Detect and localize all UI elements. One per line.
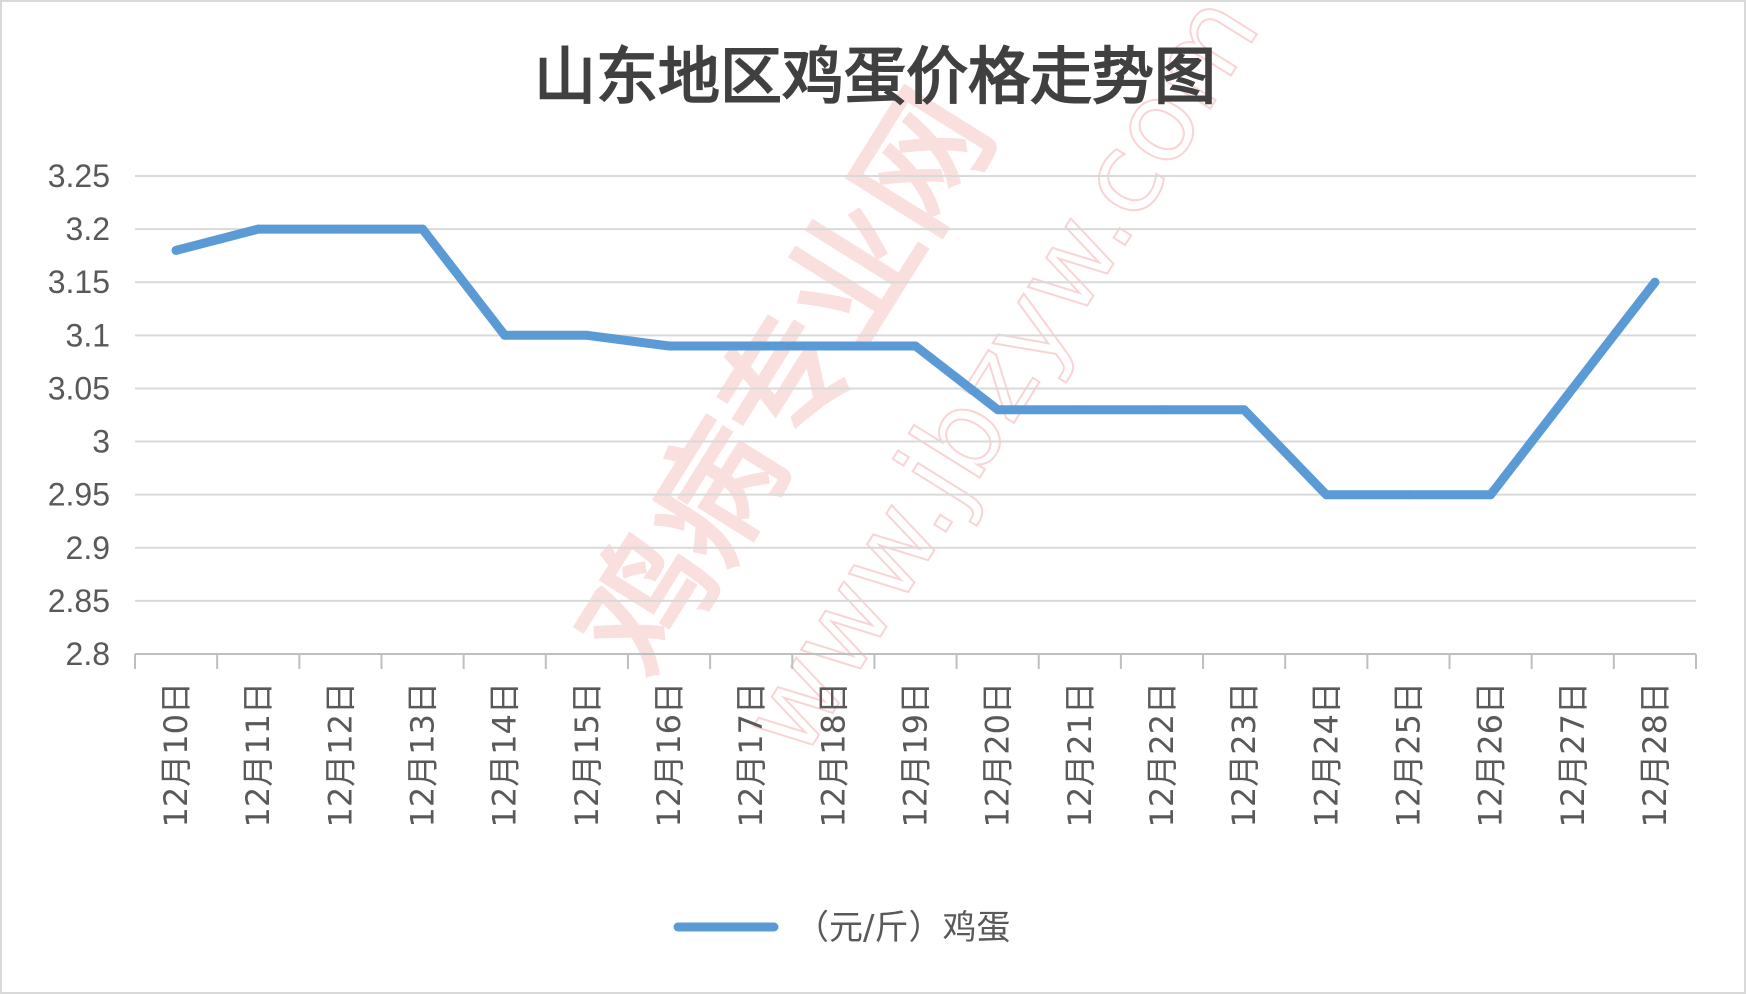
x-tick-label: 12月26日 xyxy=(1472,682,1510,827)
data-point xyxy=(1075,405,1085,415)
data-point xyxy=(253,224,263,234)
x-tick-label: 12月15日 xyxy=(568,682,606,827)
y-tick-label: 2.95 xyxy=(48,477,110,513)
y-tick-label: 2.9 xyxy=(66,530,110,566)
y-tick-label: 3 xyxy=(92,424,110,460)
x-tick-label: 12月28日 xyxy=(1636,682,1674,827)
y-tick-label: 3.2 xyxy=(66,211,110,247)
data-point xyxy=(828,341,838,351)
y-tick-label: 3.1 xyxy=(66,317,110,353)
x-tick-label: 12月10日 xyxy=(157,682,195,827)
data-point xyxy=(1403,490,1413,500)
data-point xyxy=(911,341,920,351)
y-tick-label: 3.05 xyxy=(48,370,110,406)
data-point xyxy=(335,224,345,234)
x-tick-label: 12月14日 xyxy=(486,682,524,827)
y-axis-tick-labels: 3.25 3.2 3.15 3.1 3.05 3 2.95 2.9 2.85 2.8 xyxy=(48,158,110,672)
data-point xyxy=(171,245,181,255)
x-tick-label: 12月12日 xyxy=(321,682,359,827)
data-point xyxy=(1568,383,1578,393)
chart-title: 山东地区鸡蛋价格走势图 xyxy=(534,40,1216,113)
x-tick-label: 12月20日 xyxy=(979,682,1017,827)
data-point xyxy=(582,330,592,340)
x-axis: 12月10日 12月11日 12月12日 12月13日 12月14日 12月15日 12月1… xyxy=(134,653,1697,827)
x-tick-label: 12月25日 xyxy=(1389,682,1427,827)
x-tick-label: 12月21日 xyxy=(1061,682,1099,827)
y-tick-label: 2.85 xyxy=(48,583,110,619)
data-point xyxy=(664,341,674,351)
data-point xyxy=(1157,405,1167,415)
y-tick-label: 3.15 xyxy=(48,264,110,300)
x-tick-label: 12月18日 xyxy=(814,682,852,827)
data-point xyxy=(1650,277,1660,287)
y-tick-label: 2.8 xyxy=(66,636,110,672)
x-tick-label: 12月23日 xyxy=(1225,682,1263,827)
data-point xyxy=(500,330,510,340)
x-tick-label: 12月22日 xyxy=(1143,682,1181,827)
data-point xyxy=(1486,490,1496,500)
y-tick-label: 3.25 xyxy=(48,158,110,194)
x-tick-label: 12月19日 xyxy=(897,682,935,827)
x-tick-label: 12月27日 xyxy=(1554,682,1592,827)
data-point xyxy=(993,405,1003,415)
legend-label-eggs: （元/斤）鸡蛋 xyxy=(795,908,1010,948)
data-point xyxy=(418,224,428,234)
data-point xyxy=(1321,490,1331,500)
x-tick-label: 12月24日 xyxy=(1307,682,1345,827)
legend: （元/斤）鸡蛋 xyxy=(673,908,1010,948)
data-point xyxy=(746,341,756,351)
x-tick-label: 12月13日 xyxy=(404,682,442,827)
data-point xyxy=(1239,405,1249,415)
series-layer xyxy=(171,224,1660,500)
x-tick-label: 12月16日 xyxy=(650,682,688,827)
x-tick-label: 12月17日 xyxy=(732,682,770,827)
x-tick-label: 12月11日 xyxy=(239,682,277,827)
